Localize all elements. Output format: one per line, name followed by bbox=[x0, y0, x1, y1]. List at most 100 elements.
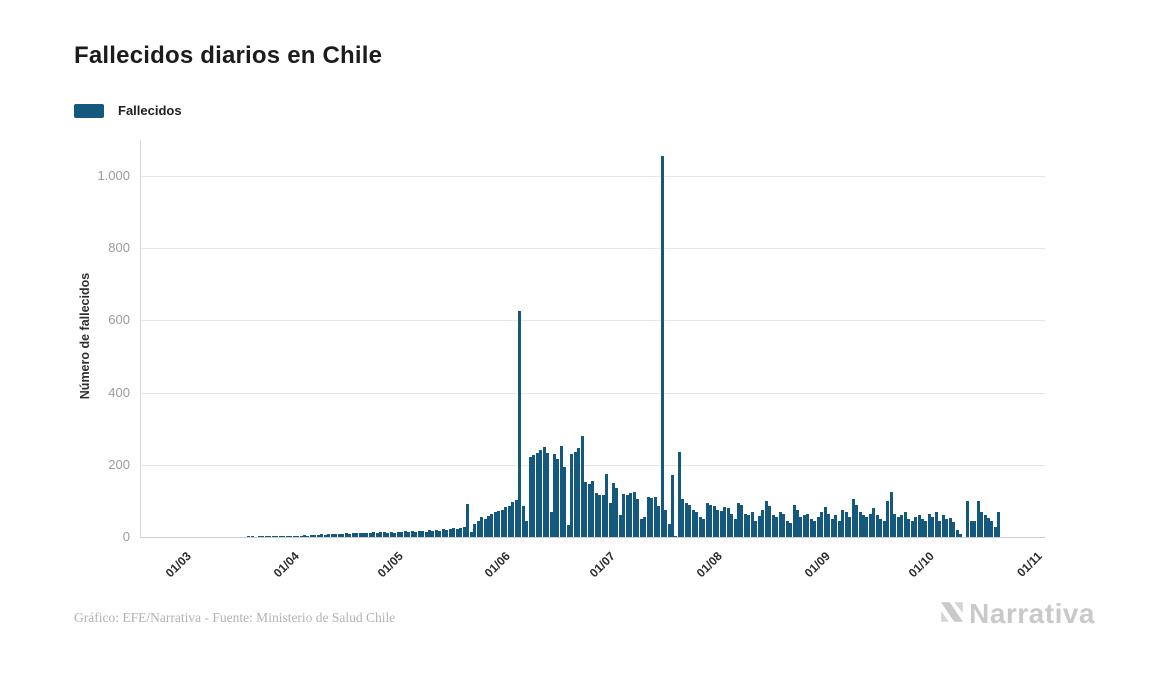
bar-day-173[interactable] bbox=[778, 511, 782, 537]
bar-day-53[interactable] bbox=[362, 533, 366, 537]
bar-day-70[interactable] bbox=[421, 531, 425, 537]
bar-day-178[interactable] bbox=[796, 509, 800, 537]
bar-day-181[interactable] bbox=[806, 513, 810, 537]
bar-day-103[interactable] bbox=[535, 453, 539, 537]
bar-day-37[interactable] bbox=[306, 535, 310, 537]
bar-day-176[interactable] bbox=[789, 522, 793, 537]
bar-day-71[interactable] bbox=[424, 531, 428, 537]
bar-day-90[interactable] bbox=[490, 514, 494, 537]
bar-day-24[interactable] bbox=[261, 536, 265, 537]
bar-day-154[interactable] bbox=[712, 506, 716, 537]
bar-day-51[interactable] bbox=[355, 533, 359, 537]
bar-day-60[interactable] bbox=[386, 532, 390, 537]
bar-day-201[interactable] bbox=[875, 515, 879, 537]
bar-day-139[interactable] bbox=[660, 155, 664, 537]
bar-day-207[interactable] bbox=[896, 517, 900, 537]
bar-day-171[interactable] bbox=[771, 515, 775, 537]
bar-day-108[interactable] bbox=[552, 453, 556, 537]
bar-day-148[interactable] bbox=[691, 509, 695, 537]
bar-day-227[interactable] bbox=[966, 501, 970, 537]
bar-day-46[interactable] bbox=[337, 534, 341, 537]
bar-day-213[interactable] bbox=[917, 515, 921, 537]
bar-day-183[interactable] bbox=[813, 520, 817, 537]
bar-day-157[interactable] bbox=[723, 506, 727, 537]
bar-day-110[interactable] bbox=[559, 446, 563, 537]
bar-day-203[interactable] bbox=[882, 520, 886, 537]
bar-day-223[interactable] bbox=[952, 521, 956, 537]
bar-day-194[interactable] bbox=[851, 499, 855, 537]
bar-day-125[interactable] bbox=[612, 482, 615, 537]
bar-day-101[interactable] bbox=[528, 456, 532, 537]
bar-day-206[interactable] bbox=[893, 513, 897, 537]
bar-day-195[interactable] bbox=[855, 504, 859, 537]
bar-day-221[interactable] bbox=[945, 518, 949, 537]
bar-day-89[interactable] bbox=[487, 516, 490, 537]
bar-day-115[interactable] bbox=[577, 447, 581, 537]
bar-day-214[interactable] bbox=[921, 518, 924, 537]
bar-day-45[interactable] bbox=[334, 533, 338, 537]
bar-day-189[interactable] bbox=[834, 515, 838, 537]
bar-day-79[interactable] bbox=[452, 528, 456, 537]
bar-day-163[interactable] bbox=[743, 513, 747, 537]
bar-day-28[interactable] bbox=[275, 536, 279, 537]
bar-day-228[interactable] bbox=[969, 520, 973, 537]
bar-day-179[interactable] bbox=[799, 517, 803, 537]
bar-day-72[interactable] bbox=[427, 530, 431, 537]
bar-day-180[interactable] bbox=[802, 515, 806, 537]
bar-day-186[interactable] bbox=[823, 506, 827, 537]
bar-day-84[interactable] bbox=[469, 531, 473, 537]
bar-day-118[interactable] bbox=[587, 484, 591, 537]
bar-day-210[interactable] bbox=[907, 518, 911, 537]
bar-day-67[interactable] bbox=[410, 530, 414, 537]
bar-day-81[interactable] bbox=[459, 527, 463, 537]
bar-day-230[interactable] bbox=[976, 501, 980, 537]
bar-day-153[interactable] bbox=[709, 504, 713, 537]
bar-day-135[interactable] bbox=[646, 497, 650, 537]
bar-day-184[interactable] bbox=[816, 517, 820, 537]
bar-day-128[interactable] bbox=[622, 494, 626, 537]
bar-day-52[interactable] bbox=[358, 532, 362, 537]
bar-day-158[interactable] bbox=[726, 508, 730, 537]
bar-day-99[interactable] bbox=[521, 506, 525, 537]
bar-day-161[interactable] bbox=[736, 502, 740, 537]
bar-day-30[interactable] bbox=[282, 535, 286, 537]
bar-day-174[interactable] bbox=[782, 513, 786, 537]
bar-day-32[interactable] bbox=[289, 536, 293, 537]
bar-day-155[interactable] bbox=[716, 509, 720, 537]
bar-day-132[interactable] bbox=[636, 499, 640, 537]
bar-day-43[interactable] bbox=[327, 534, 331, 537]
bar-day-47[interactable] bbox=[341, 533, 345, 537]
bar-day-62[interactable] bbox=[393, 532, 397, 537]
bar-day-231[interactable] bbox=[980, 511, 984, 537]
bar-day-107[interactable] bbox=[549, 511, 553, 537]
bar-day-218[interactable] bbox=[934, 512, 938, 537]
bar-day-121[interactable] bbox=[598, 495, 602, 537]
bar-day-102[interactable] bbox=[532, 455, 536, 537]
bar-day-95[interactable] bbox=[507, 505, 511, 537]
bar-day-83[interactable] bbox=[466, 503, 470, 537]
bar-day-129[interactable] bbox=[625, 494, 629, 537]
bar-day-35[interactable] bbox=[299, 535, 303, 537]
bar-day-187[interactable] bbox=[827, 513, 831, 537]
bar-day-97[interactable] bbox=[514, 500, 518, 537]
bar-day-38[interactable] bbox=[309, 535, 313, 537]
bar-day-40[interactable] bbox=[316, 535, 320, 537]
bar-day-23[interactable] bbox=[257, 536, 261, 537]
bar-day-64[interactable] bbox=[400, 532, 404, 537]
bar-day-138[interactable] bbox=[657, 506, 661, 537]
bar-day-211[interactable] bbox=[910, 520, 914, 537]
bar-day-27[interactable] bbox=[271, 536, 275, 537]
bar-day-33[interactable] bbox=[292, 535, 296, 537]
bar-day-215[interactable] bbox=[924, 520, 928, 537]
bar-day-185[interactable] bbox=[820, 511, 824, 537]
bar-day-54[interactable] bbox=[365, 533, 369, 537]
bar-day-177[interactable] bbox=[792, 504, 796, 537]
bar-day-49[interactable] bbox=[348, 533, 352, 537]
bar-day-137[interactable] bbox=[653, 496, 657, 537]
bar-day-219[interactable] bbox=[938, 520, 942, 537]
bar-day-205[interactable] bbox=[889, 491, 893, 537]
bar-day-160[interactable] bbox=[733, 518, 737, 537]
bar-day-73[interactable] bbox=[431, 530, 435, 537]
bar-day-31[interactable] bbox=[285, 535, 289, 537]
bar-day-167[interactable] bbox=[757, 515, 761, 537]
